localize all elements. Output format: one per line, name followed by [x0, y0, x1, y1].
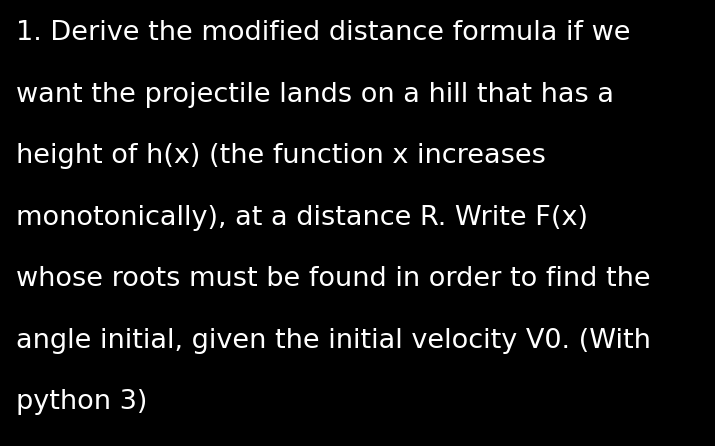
Text: angle initial, given the initial velocity V0. (With: angle initial, given the initial velocit…: [16, 328, 651, 354]
Text: 1. Derive the modified distance formula if we: 1. Derive the modified distance formula …: [16, 20, 630, 46]
Text: monotonically), at a distance R. Write F(x): monotonically), at a distance R. Write F…: [16, 205, 588, 231]
Text: python 3): python 3): [16, 389, 147, 415]
Text: height of h(x) (the function x increases: height of h(x) (the function x increases: [16, 143, 546, 169]
Text: want the projectile lands on a hill that has a: want the projectile lands on a hill that…: [16, 82, 613, 107]
Text: whose roots must be found in order to find the: whose roots must be found in order to fi…: [16, 266, 651, 292]
